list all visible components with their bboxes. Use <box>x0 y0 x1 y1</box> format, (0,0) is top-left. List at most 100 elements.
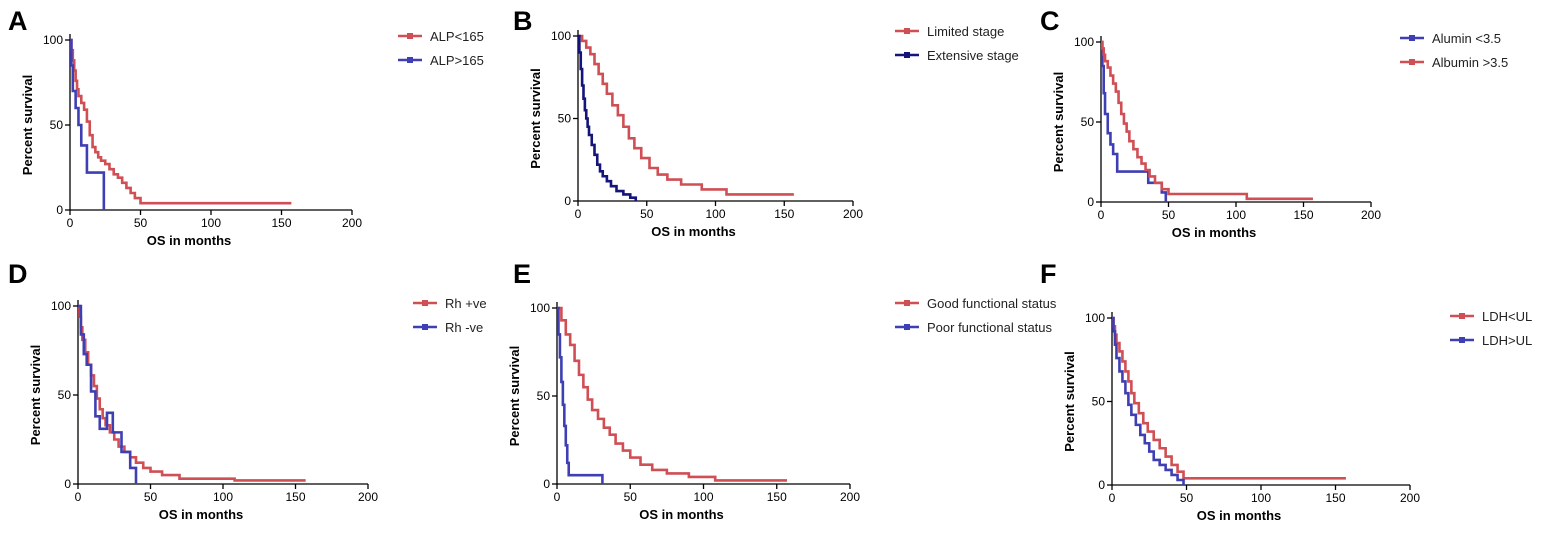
x-tick-label: 100 <box>213 490 233 504</box>
legend-marker <box>1459 337 1465 343</box>
y-axis-title: Percent survival <box>1051 72 1066 172</box>
x-tick-label: 150 <box>767 490 787 504</box>
legend-marker <box>422 300 428 306</box>
x-axis-title: OS in months <box>1172 225 1257 240</box>
legend-label: Limited stage <box>927 24 1004 39</box>
y-tick-label: 0 <box>1098 478 1105 492</box>
panel-c: C 0 50 100 150 200 0 50 100 OS in months Percent s… <box>1040 6 1508 240</box>
series-line-2 <box>78 304 138 484</box>
panel-f: F 0 50 100 150 200 0 50 100 OS in months Percent s… <box>1040 259 1532 523</box>
x-tick-label: 200 <box>843 207 863 221</box>
panel-d: D 0 50 100 150 200 0 50 100 OS in months Percent s… <box>8 259 487 522</box>
y-tick-label: 0 <box>564 194 571 208</box>
series-line-1 <box>70 38 292 205</box>
x-tick-label: 200 <box>358 490 378 504</box>
x-tick-label: 50 <box>144 490 158 504</box>
x-axis-title: OS in months <box>639 507 724 522</box>
y-axis-title: Percent survival <box>1062 351 1077 451</box>
y-axis-title: Percent survival <box>528 68 543 168</box>
legend-marker <box>904 324 910 330</box>
legend-label: ALP<165 <box>430 29 484 44</box>
panel-b: B 0 50 100 150 200 0 50 100 OS in months Percent s… <box>513 6 1019 239</box>
legend-marker <box>1409 35 1415 41</box>
legend-marker <box>422 324 428 330</box>
series-line-1 <box>557 306 788 482</box>
legend-marker <box>904 52 910 58</box>
legend-marker <box>1459 313 1465 319</box>
x-tick-label: 100 <box>705 207 725 221</box>
x-tick-label: 150 <box>285 490 305 504</box>
y-tick-label: 0 <box>56 203 63 217</box>
legend-label: Good functional status <box>927 296 1057 311</box>
legend-label: Rh +ve <box>445 296 487 311</box>
x-tick-label: 150 <box>271 216 291 230</box>
legend-label: LDH<UL <box>1482 309 1532 324</box>
series-line-2 <box>578 34 638 201</box>
series-line-2 <box>557 306 604 484</box>
x-tick-label: 50 <box>1162 208 1176 222</box>
y-tick-label: 100 <box>51 299 71 313</box>
legend-marker <box>904 28 910 34</box>
legend-label: Albumin >3.5 <box>1432 55 1508 70</box>
x-tick-label: 200 <box>840 490 860 504</box>
x-tick-label: 0 <box>67 216 74 230</box>
y-tick-label: 100 <box>1074 35 1094 49</box>
x-tick-label: 50 <box>640 207 654 221</box>
legend-label: Alumin <3.5 <box>1432 31 1501 46</box>
panel-letter: B <box>513 6 533 36</box>
series-line-2 <box>70 38 106 210</box>
y-tick-label: 50 <box>1092 395 1106 409</box>
y-tick-label: 50 <box>558 112 572 126</box>
y-tick-label: 50 <box>1081 115 1095 129</box>
panel-letter: C <box>1040 6 1060 36</box>
x-tick-label: 200 <box>342 216 362 230</box>
legend-label: LDH>UL <box>1482 333 1532 348</box>
x-tick-label: 0 <box>1098 208 1105 222</box>
x-tick-label: 100 <box>1226 208 1246 222</box>
x-axis-title: OS in months <box>651 224 736 239</box>
y-tick-label: 50 <box>537 389 551 403</box>
y-tick-label: 100 <box>530 301 550 315</box>
y-tick-label: 0 <box>543 477 550 491</box>
legend-marker <box>407 57 413 63</box>
x-tick-label: 0 <box>554 490 561 504</box>
x-tick-label: 50 <box>624 490 638 504</box>
x-tick-label: 100 <box>201 216 221 230</box>
x-tick-label: 50 <box>134 216 148 230</box>
panel-letter: E <box>513 259 531 289</box>
x-tick-label: 50 <box>1180 491 1194 505</box>
legend-marker <box>904 300 910 306</box>
x-tick-label: 150 <box>1325 491 1345 505</box>
series-line-1 <box>578 34 794 196</box>
panel-e: E 0 50 100 150 200 0 50 100 OS in months Percent s… <box>507 259 1057 522</box>
x-tick-label: 0 <box>75 490 82 504</box>
y-tick-label: 100 <box>551 29 571 43</box>
x-axis-title: OS in months <box>1197 508 1282 523</box>
legend-marker <box>407 33 413 39</box>
x-tick-label: 200 <box>1361 208 1381 222</box>
legend-label: Rh -ve <box>445 320 483 335</box>
x-tick-label: 0 <box>575 207 582 221</box>
x-tick-label: 150 <box>1293 208 1313 222</box>
y-axis-title: Percent survival <box>20 75 35 175</box>
y-axis-title: Percent survival <box>507 346 522 446</box>
legend-label: Poor functional status <box>927 320 1053 335</box>
panel-letter: A <box>8 6 28 36</box>
y-tick-label: 100 <box>1085 311 1105 325</box>
y-tick-label: 0 <box>1087 195 1094 209</box>
legend-label: Extensive stage <box>927 48 1019 63</box>
x-axis-title: OS in months <box>147 233 232 248</box>
x-tick-label: 200 <box>1400 491 1420 505</box>
panel-letter: D <box>8 259 28 289</box>
y-tick-label: 50 <box>58 388 72 402</box>
panel-letter: F <box>1040 259 1057 289</box>
series-line-1 <box>1112 316 1346 480</box>
x-tick-label: 100 <box>1251 491 1271 505</box>
x-axis-title: OS in months <box>159 507 244 522</box>
legend-marker <box>1409 59 1415 65</box>
y-tick-label: 0 <box>64 477 71 491</box>
series-line-2 <box>1101 40 1313 201</box>
x-tick-label: 150 <box>774 207 794 221</box>
series-line-1 <box>78 304 306 482</box>
